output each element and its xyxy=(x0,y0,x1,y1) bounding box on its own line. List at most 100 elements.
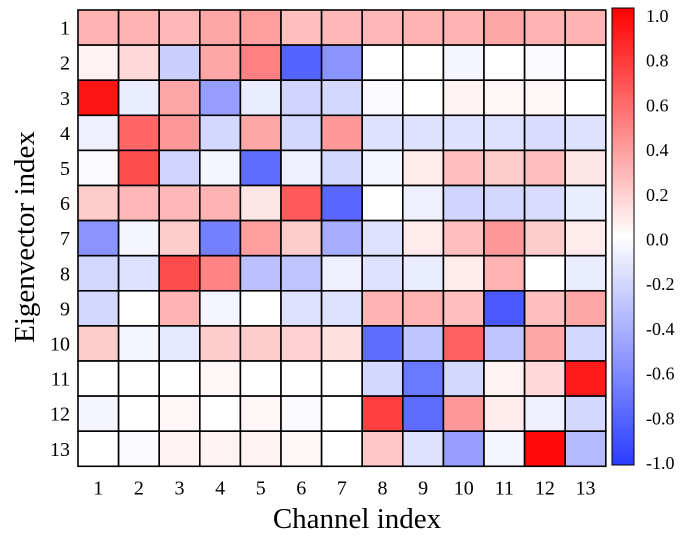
heatmap-cell-r8-c10 xyxy=(442,254,485,292)
heatmap-cell-r9-c10 xyxy=(442,289,485,327)
heatmap-cell-r4-c9 xyxy=(401,114,445,152)
heatmap-cell-r10-c7 xyxy=(320,325,364,362)
heatmap-cell-r4-c8 xyxy=(361,114,404,152)
heatmap-cell-r8-c6 xyxy=(280,254,323,292)
heatmap-cell-r4-c1 xyxy=(77,114,120,152)
heatmap-cell-r3-c6 xyxy=(280,79,323,117)
heatmap-cell-r12-c9 xyxy=(401,395,445,433)
heatmap-cell-r6-c3 xyxy=(158,184,201,222)
heatmap-cell-r1-c12 xyxy=(523,9,566,46)
heatmap-cell-r2-c1 xyxy=(77,44,120,81)
heatmap-cell-r11-c11 xyxy=(483,360,526,397)
heatmap-cell-r1-c8 xyxy=(361,9,404,46)
heatmap-cell-r4-c13 xyxy=(564,114,607,152)
heatmap-cell-r2-c6 xyxy=(280,44,323,81)
heatmap-cell-r6-c7 xyxy=(320,184,364,222)
heatmap-cell-r13-c2 xyxy=(117,430,160,468)
heatmap-cell-r8-c7 xyxy=(320,254,364,292)
heatmap-cell-r10-c3 xyxy=(158,325,201,362)
x-tick-label: 11 xyxy=(495,477,514,499)
heatmap-cell-r3-c9 xyxy=(401,79,445,117)
y-tick-label: 1 xyxy=(60,18,70,40)
heatmap-cell-r5-c9 xyxy=(401,149,445,187)
heatmap-cell-r9-c2 xyxy=(117,289,160,327)
heatmap-cell-r1-c13 xyxy=(564,9,607,46)
heatmap-cell-r9-c7 xyxy=(320,289,364,327)
heatmap-cell-r11-c5 xyxy=(239,360,282,397)
heatmap-cell-r8-c9 xyxy=(401,254,445,292)
y-tick-label: 6 xyxy=(60,193,70,215)
heatmap-cell-r12-c3 xyxy=(158,395,201,433)
heatmap-cell-r2-c3 xyxy=(158,44,201,81)
heatmap-cell-r10-c4 xyxy=(199,325,242,362)
colorbar-tick-label: 0.2 xyxy=(646,185,669,205)
colorbar-tick-label: 1.0 xyxy=(646,6,669,26)
heatmap-cell-r13-c10 xyxy=(442,430,485,468)
heatmap-cell-r3-c2 xyxy=(117,79,160,117)
heatmap-cell-r5-c8 xyxy=(361,149,404,187)
heatmap-cell-r9-c12 xyxy=(523,289,566,327)
colorbar-tick-label: -0.8 xyxy=(646,408,675,428)
heatmap-cell-r3-c11 xyxy=(483,79,526,117)
heatmap-cell-r7-c8 xyxy=(361,219,404,257)
heatmap-cell-r12-c1 xyxy=(77,395,120,433)
heatmap-cell-r9-c13 xyxy=(564,289,607,327)
heatmap-cell-r1-c5 xyxy=(239,9,282,46)
heatmap-cell-r9-c4 xyxy=(199,289,242,327)
heatmap-cell-r7-c10 xyxy=(442,219,485,257)
heatmap-cell-r4-c7 xyxy=(320,114,364,152)
y-tick-label: 10 xyxy=(50,333,70,355)
heatmap-cell-r1-c1 xyxy=(77,9,120,46)
colorbar-tick-label: -0.4 xyxy=(646,319,675,339)
heatmap-cell-r13-c9 xyxy=(401,430,445,468)
y-axis-title: Eigenvector index xyxy=(9,131,41,343)
heatmap-cell-r2-c13 xyxy=(564,44,607,81)
heatmap-cell-r5-c13 xyxy=(564,149,607,187)
heatmap-cell-r8-c2 xyxy=(117,254,160,292)
y-tick-label: 12 xyxy=(50,404,70,426)
x-tick-label: 1 xyxy=(93,477,103,499)
colorbar xyxy=(611,7,635,466)
heatmap-cell-r9-c8 xyxy=(361,289,404,327)
x-tick-label: 2 xyxy=(134,477,144,499)
heatmap-cell-r11-c2 xyxy=(117,360,160,397)
heatmap-cell-r6-c4 xyxy=(199,184,242,222)
y-tick-label: 3 xyxy=(60,88,70,110)
x-tick-label: 13 xyxy=(576,477,596,499)
heatmap-cell-r13-c8 xyxy=(361,430,404,468)
x-tick-label: 9 xyxy=(418,477,428,499)
heatmap-cell-r3-c13 xyxy=(564,79,607,117)
y-tick-label: 5 xyxy=(60,158,70,180)
heatmap-cell-r4-c3 xyxy=(158,114,201,152)
heatmap-cell-r5-c7 xyxy=(320,149,364,187)
x-axis-title: Channel index xyxy=(273,503,442,535)
heatmap-cell-r10-c5 xyxy=(239,325,282,362)
heatmap-cell-r3-c5 xyxy=(239,79,282,117)
heatmap-cell-r6-c13 xyxy=(564,184,607,222)
heatmap-cell-r11-c10 xyxy=(442,360,485,397)
heatmap-cell-r5-c10 xyxy=(442,149,485,187)
heatmap-cell-r3-c1 xyxy=(77,79,120,117)
heatmap-cell-r11-c9 xyxy=(401,360,445,397)
heatmap-cell-r11-c12 xyxy=(523,360,566,397)
heatmap-cell-r12-c5 xyxy=(239,395,282,433)
heatmap-cell-r12-c10 xyxy=(442,395,485,433)
heatmap-cell-r7-c11 xyxy=(483,219,526,257)
heatmap-cell-r2-c8 xyxy=(361,44,404,81)
heatmap-cell-r3-c3 xyxy=(158,79,201,117)
heatmap-cell-r1-c9 xyxy=(401,9,445,46)
heatmap-cell-r12-c11 xyxy=(483,395,526,433)
heatmap-cell-r11-c8 xyxy=(361,360,404,397)
heatmap-cell-r13-c13 xyxy=(564,430,607,468)
heatmap-cell-r2-c9 xyxy=(401,44,445,81)
heatmap-cell-r5-c4 xyxy=(199,149,242,187)
x-tick-label: 8 xyxy=(378,477,388,499)
heatmap-cell-r3-c12 xyxy=(523,79,566,117)
heatmap-cell-r10-c12 xyxy=(523,325,566,362)
heatmap-cell-r5-c12 xyxy=(523,149,566,187)
heatmap-cells xyxy=(77,9,607,468)
heatmap-cell-r13-c1 xyxy=(77,430,120,468)
heatmap-cell-r4-c10 xyxy=(442,114,485,152)
y-tick-label: 7 xyxy=(60,228,70,250)
